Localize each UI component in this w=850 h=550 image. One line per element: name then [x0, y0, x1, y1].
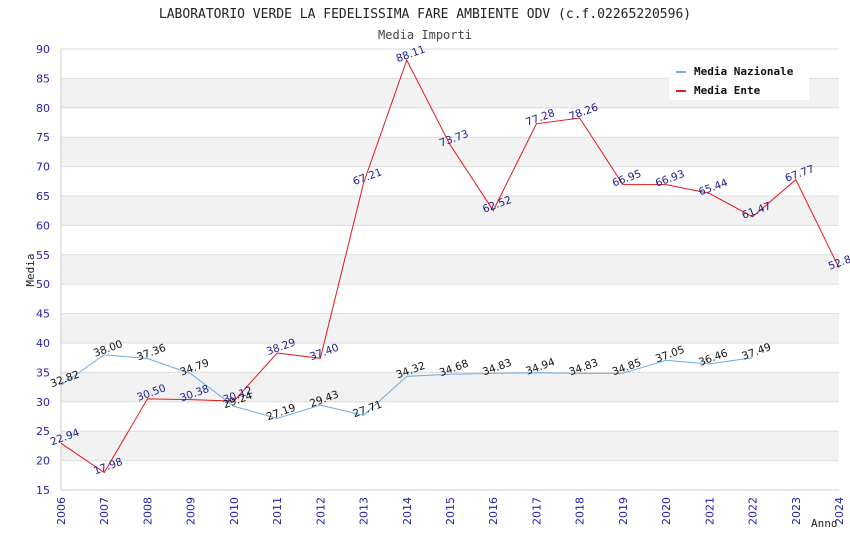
y-tick-45: 45 [36, 308, 50, 321]
x-axis-ticks: 2006 2007 2008 2009 2010 2011 2012 2013 2014 2015… [55, 497, 846, 525]
y-tick-20: 20 [36, 455, 50, 468]
legend-label-nazionale: Media Nazionale [694, 65, 794, 78]
x-tick-2009: 2009 [185, 497, 198, 525]
data-label-nazionale-2021: 36.46 [697, 347, 730, 369]
grid-lines [60, 48, 839, 491]
x-axis-title: Anno [811, 517, 838, 530]
plot-background [61, 78, 839, 461]
x-tick-2012: 2012 [314, 497, 327, 525]
x-tick-2014: 2014 [401, 497, 414, 525]
legend-label-ente: Media Ente [694, 84, 761, 97]
band-20 [61, 431, 839, 461]
x-tick-2006: 2006 [55, 497, 68, 525]
data-label-ente-2017: 77.28 [524, 107, 556, 129]
data-label-ente-2020: 66.93 [654, 168, 686, 190]
y-tick-65: 65 [36, 190, 50, 203]
y-tick-50: 50 [36, 278, 50, 291]
x-tick-2022: 2022 [747, 497, 760, 525]
legend-box [669, 60, 809, 100]
data-label-ente-2012: 37.40 [308, 342, 340, 364]
series-line-nazionale [60, 354, 753, 419]
band-50 [61, 254, 839, 285]
x-tick-2020: 2020 [660, 497, 673, 525]
x-tick-2019: 2019 [617, 497, 630, 525]
x-tick-2018: 2018 [574, 497, 587, 525]
x-tick-2007: 2007 [98, 497, 111, 525]
x-tick-2015: 2015 [444, 497, 457, 525]
data-label-ente-2014: 88.11 [395, 44, 427, 66]
y-tick-80: 80 [36, 102, 50, 115]
data-label-ente-2019: 66.95 [611, 168, 643, 190]
x-tick-2024: 2024 [833, 497, 846, 525]
data-label-nazionale-2022: 37.49 [740, 341, 772, 363]
y-tick-25: 25 [36, 425, 50, 438]
x-tick-2013: 2013 [358, 497, 371, 525]
y-tick-75: 75 [36, 131, 50, 144]
band-60 [61, 196, 839, 226]
y-tick-60: 60 [36, 219, 50, 232]
series-line-ente [60, 58, 840, 474]
x-tick-2010: 2010 [228, 497, 241, 525]
x-tick-2017: 2017 [530, 497, 543, 525]
x-tick-2011: 2011 [271, 497, 284, 525]
x-tick-2016: 2016 [487, 497, 500, 525]
data-label-ente-2013: 67.21 [351, 166, 383, 188]
y-tick-85: 85 [36, 72, 50, 85]
chart-title: LABORATORIO VERDE LA FEDELISSIMA FARE AM… [159, 7, 691, 22]
y-tick-70: 70 [36, 161, 50, 174]
band-40 [61, 313, 839, 343]
y-tick-15: 15 [36, 484, 50, 497]
x-tick-2021: 2021 [703, 497, 716, 525]
y-axis-title: Media [24, 253, 37, 286]
band-30 [61, 372, 839, 402]
x-tick-2008: 2008 [141, 497, 154, 525]
y-axis-ticks: 15 20 25 30 35 40 45 50 55 60 65 70 75 80 85 90 [36, 43, 50, 497]
legend: Media Nazionale Media Ente [669, 60, 809, 100]
y-tick-30: 30 [36, 396, 50, 409]
x-tick-2023: 2023 [790, 497, 803, 525]
chart-subtitle: Media Importi [378, 28, 472, 42]
data-label-nazionale-2011: 27.19 [265, 402, 297, 424]
series-lines [60, 58, 840, 474]
band-70 [61, 137, 839, 167]
y-tick-40: 40 [36, 337, 50, 350]
y-tick-90: 90 [36, 43, 50, 56]
y-tick-35: 35 [36, 366, 50, 379]
y-tick-55: 55 [36, 249, 50, 262]
